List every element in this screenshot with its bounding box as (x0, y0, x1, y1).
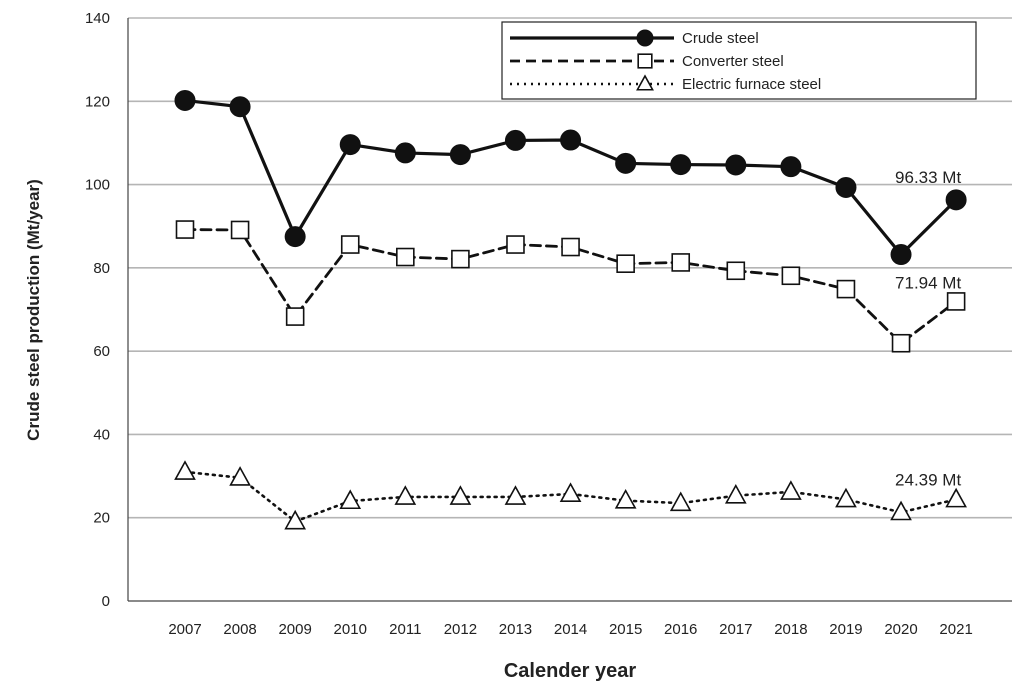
x-axis-title: Calender year (504, 660, 637, 682)
x-tick-label: 2009 (278, 621, 311, 638)
data-point (230, 220, 250, 240)
legend: Crude steel Converter steel Electric furna… (501, 21, 977, 100)
data-point (780, 480, 802, 500)
x-tick-label: 2019 (829, 621, 862, 638)
y-tick-label: 80 (93, 260, 110, 277)
x-tick-label: 2011 (389, 621, 421, 638)
data-point (891, 333, 911, 353)
data-point (669, 491, 692, 512)
data-point (175, 220, 195, 239)
x-axis-ticks: 2007 2008 2009 2010 2011 2012 2013 2014 2015 2016… (168, 621, 972, 638)
data-point (284, 509, 307, 530)
x-tick-label: 2008 (223, 621, 256, 638)
x-tick-label: 2020 (884, 621, 917, 638)
data-point (284, 226, 306, 248)
series (174, 460, 967, 530)
data-label: 24.39 Mt (895, 470, 961, 489)
x-tick-label: 2013 (499, 621, 532, 638)
data-point (835, 176, 857, 198)
data-point (504, 129, 526, 151)
data-point (614, 488, 637, 509)
gridlines (128, 17, 1012, 519)
x-tick-label: 2012 (444, 621, 477, 638)
data-point (449, 485, 472, 505)
data-point (339, 489, 362, 510)
y-axis-title: Crude steel production (Mt/year) (24, 179, 43, 441)
y-tick-label: 140 (85, 10, 110, 27)
data-point (229, 466, 251, 486)
y-tick-label: 120 (85, 93, 110, 110)
y-tick-label: 40 (93, 426, 110, 443)
data-point (671, 253, 691, 272)
data-point (449, 144, 471, 166)
data-point (340, 235, 360, 254)
data-point (781, 266, 801, 286)
data-point (285, 307, 305, 326)
x-tick-label: 2017 (719, 621, 752, 638)
data-point (394, 485, 417, 505)
legend-marker (637, 53, 653, 69)
data-point (616, 254, 635, 273)
data-point (836, 279, 856, 299)
data-point (946, 292, 966, 311)
data-point (174, 89, 196, 111)
y-tick-label: 20 (93, 510, 110, 527)
data-point (506, 235, 525, 254)
data-point (561, 237, 580, 257)
annotations: 96.33 Mt 71.94 Mt 24.39 Mt (895, 168, 961, 490)
data-point (174, 460, 196, 480)
legend-marker (636, 29, 654, 47)
data-point (339, 134, 361, 156)
y-axis-ticks: 0 20 40 60 80 100 120 140 (85, 10, 110, 610)
data-point (560, 129, 582, 151)
data-point (945, 487, 967, 508)
series (175, 220, 966, 353)
x-tick-label: 2007 (168, 621, 201, 638)
data-point (726, 261, 746, 281)
x-tick-label: 2016 (664, 621, 697, 638)
data-point (835, 487, 857, 508)
legend-label: Electric furnace steel (682, 76, 821, 93)
data-point (890, 244, 912, 266)
data-point (451, 249, 470, 269)
y-tick-label: 0 (102, 593, 110, 610)
legend-marker (636, 74, 654, 91)
x-tick-label: 2015 (609, 621, 642, 638)
x-tick-label: 2010 (334, 621, 367, 638)
data-label: 96.33 Mt (895, 168, 961, 187)
data-point (615, 152, 637, 174)
data-point (396, 247, 415, 267)
x-tick-label: 2014 (554, 621, 587, 638)
y-tick-label: 60 (93, 343, 110, 360)
x-tick-label: 2018 (774, 621, 807, 638)
legend-label: Converter steel (682, 53, 784, 70)
data-point (559, 482, 582, 502)
y-tick-label: 100 (85, 177, 110, 194)
data-point (670, 154, 692, 176)
data-point (780, 156, 802, 178)
x-tick-label: 2021 (939, 621, 972, 638)
series-group (174, 89, 967, 530)
data-point (945, 189, 967, 211)
data-point (725, 154, 747, 176)
data-point (890, 500, 912, 521)
data-point (504, 485, 527, 505)
data-point (229, 96, 251, 118)
legend-label: Crude steel (682, 30, 759, 47)
data-label: 71.94 Mt (895, 273, 961, 292)
data-point (724, 483, 747, 504)
data-point (394, 142, 416, 164)
series (174, 89, 967, 266)
